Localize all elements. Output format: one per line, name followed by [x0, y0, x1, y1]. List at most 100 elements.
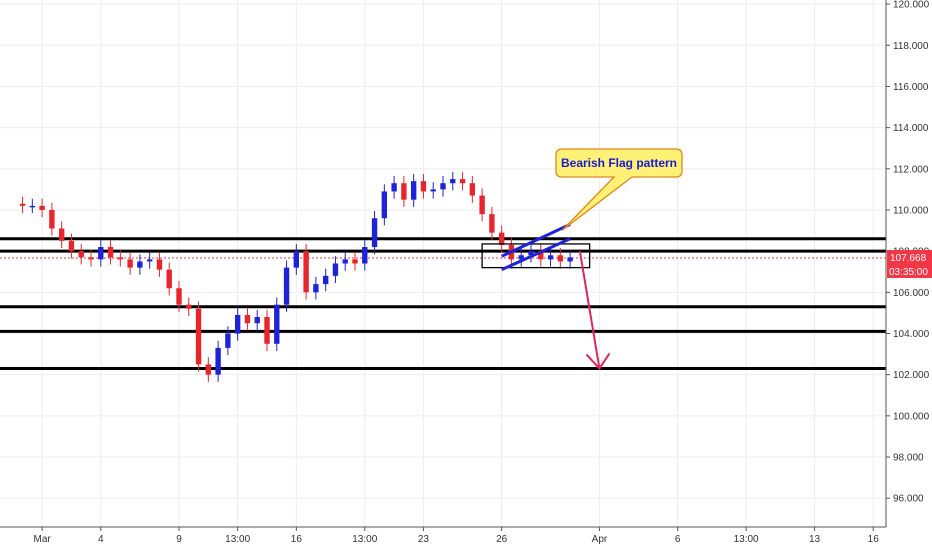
candle-body — [166, 269, 172, 289]
y-tick-label: 110.000 — [893, 205, 929, 216]
candle-body — [117, 257, 124, 260]
candle-body — [156, 259, 163, 270]
candle-body — [293, 251, 300, 268]
current-price-box — [887, 249, 932, 264]
candle-body — [283, 267, 290, 305]
candle-body — [489, 214, 495, 233]
support-resistance-lines — [0, 237, 886, 370]
candle-body — [274, 304, 280, 344]
y-tick-label: 114.000 — [893, 123, 929, 134]
y-tick-label: 104.000 — [893, 329, 930, 340]
x-tick-label: 13:00 — [352, 534, 377, 545]
candle-body — [68, 240, 75, 252]
current-price-label: 107.668 — [890, 253, 927, 264]
x-tick-label: 13 — [809, 534, 821, 545]
candle-body — [420, 181, 427, 192]
candle-body — [107, 247, 114, 258]
target-arrowhead — [585, 352, 611, 371]
candle-body — [381, 191, 388, 219]
candle-body — [459, 179, 466, 184]
candle-body — [215, 347, 221, 375]
candle-body — [234, 314, 241, 334]
candle-body — [547, 255, 554, 260]
candle-body — [567, 257, 573, 262]
x-tick-label: 6 — [675, 534, 681, 545]
candle-body — [186, 304, 192, 309]
y-tick-label: 120.000 — [893, 0, 930, 11]
y-tick-label: 98.000 — [893, 453, 924, 464]
candle-body — [146, 259, 153, 262]
annotation-callout[interactable]: Bearish Flag pattern — [555, 148, 683, 231]
annotation-text: Bearish Flag pattern — [561, 156, 677, 170]
candle-body — [127, 259, 133, 268]
candle-body — [557, 255, 564, 262]
candle-body — [313, 284, 319, 293]
candle-body — [498, 232, 505, 245]
x-tick-label: 9 — [176, 534, 182, 545]
x-tick-label: Apr — [592, 534, 608, 545]
candle-body — [88, 257, 94, 260]
countdown-box — [887, 263, 932, 278]
candle-body — [528, 251, 534, 256]
candle-body — [469, 183, 476, 196]
candle-body — [19, 203, 26, 206]
candle-body — [352, 259, 358, 264]
candle-body — [137, 261, 143, 268]
x-tick-label: 13:00 — [225, 534, 250, 545]
candle-body — [430, 189, 436, 192]
y-tick-label: 102.000 — [893, 370, 930, 381]
candle-body — [205, 364, 212, 375]
candle-body — [322, 275, 329, 285]
candle-body — [195, 308, 202, 365]
x-tick-label: 16 — [868, 534, 880, 545]
annotation-bubble — [555, 148, 683, 231]
candle-body — [176, 288, 182, 305]
x-tick-label: 4 — [98, 534, 104, 545]
axes — [0, 0, 887, 528]
candle-body — [371, 218, 378, 248]
candle-body — [303, 251, 309, 293]
candle-body — [362, 247, 368, 264]
candle-body — [518, 255, 524, 260]
candle-body — [244, 314, 251, 324]
x-tick-label: 23 — [418, 534, 430, 545]
countdown-label: 03:35:00 — [889, 267, 928, 278]
x-axis-ticks: Mar 4 9 13:00 16 13:00 23 26 Apr 6 13:00 13 16 — [33, 527, 879, 545]
y-tick-label: 112.000 — [893, 164, 929, 175]
pattern-box — [481, 243, 591, 269]
flag-pattern — [481, 223, 611, 371]
y-tick-label: 118.000 — [893, 41, 929, 52]
candle-body — [440, 183, 446, 190]
candle-body — [58, 228, 65, 241]
current-price-tag: 107.668 03:35:00 — [887, 249, 932, 278]
candles — [19, 171, 573, 382]
y-tick-label: 100.000 — [893, 411, 930, 422]
grid — [0, 0, 886, 527]
y-tick-label: 116.000 — [893, 82, 929, 93]
candle-body — [538, 251, 544, 260]
candle-body — [39, 205, 45, 210]
target-arrow — [578, 250, 601, 369]
candle-body — [225, 333, 231, 348]
x-tick-label: 13:00 — [734, 534, 759, 545]
candle-body — [49, 209, 55, 229]
candle-body — [450, 179, 456, 184]
candle-body — [254, 317, 260, 324]
candle-body — [391, 183, 397, 192]
x-tick-label: 16 — [291, 534, 303, 545]
flag-upper-line — [501, 223, 571, 258]
candle-body — [78, 251, 84, 258]
y-tick-label: 106.000 — [893, 288, 930, 299]
candle-body — [401, 183, 407, 200]
flag-lower-line — [501, 237, 571, 272]
x-tick-label: 26 — [496, 534, 508, 545]
candle-body — [332, 263, 339, 276]
x-tick-label: Mar — [33, 534, 51, 545]
y-tick-label: 96.000 — [893, 494, 924, 505]
candle-body — [264, 317, 270, 344]
candle-body — [410, 181, 417, 200]
candle-body — [98, 247, 104, 260]
candle-body — [29, 205, 36, 208]
candle-body — [342, 259, 348, 264]
